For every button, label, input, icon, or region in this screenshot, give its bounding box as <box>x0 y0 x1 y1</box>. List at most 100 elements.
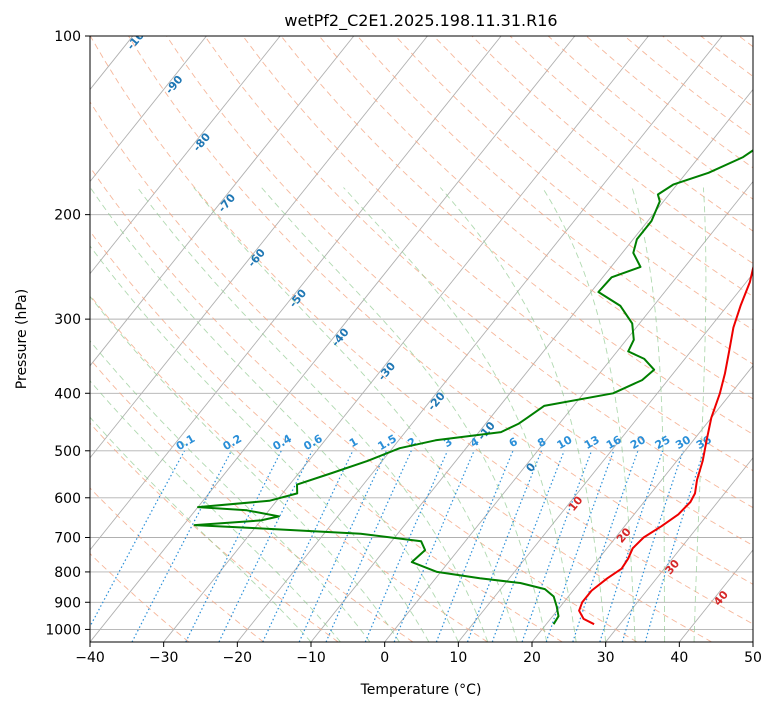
mixing-ratio-line <box>621 450 684 642</box>
dry-adiabat-line <box>586 36 753 169</box>
mixing-ratio-label: 0.4 <box>271 432 295 453</box>
isotherm-line <box>678 549 753 642</box>
x-axis-ticks: −40 −30 −20 −10 0 10 20 30 40 50 <box>75 642 762 666</box>
dry-adiabat-line <box>700 36 753 77</box>
y-tick-label: 300 <box>54 312 81 328</box>
x-axis-title: Temperature (°C) <box>360 682 482 698</box>
y-tick-label: 900 <box>54 595 81 611</box>
mixing-ratio-lines <box>90 450 705 642</box>
isotherm-label: 10 <box>566 493 586 513</box>
isotherm-line <box>457 272 753 642</box>
dry-adiabat-line <box>471 36 753 264</box>
isotherm-line <box>163 36 649 642</box>
y-tick-label: 800 <box>54 565 81 581</box>
dry-adiabat-line <box>738 36 753 48</box>
dry-adiabat-line <box>204 36 753 509</box>
isotherm-label: -70 <box>215 191 238 215</box>
dry-adiabat-line <box>90 100 712 642</box>
mixing-ratio-line <box>325 450 412 642</box>
dry-adiabat-line <box>90 358 414 642</box>
moist-adiabat-lines <box>90 187 707 642</box>
moist-adiabat-line <box>137 187 489 642</box>
y-tick-label: 1000 <box>45 622 81 638</box>
y-axis-ticks: 100 200 300 400 500 600 700 800 900 1000 <box>45 29 90 638</box>
plot-frame <box>89 35 754 643</box>
mixing-ratio-label: 0.1 <box>174 432 197 453</box>
dry-adiabat-line <box>433 36 753 297</box>
isotherm-lines <box>90 36 753 642</box>
isotherm-line <box>90 36 281 275</box>
isotherm-line <box>236 36 723 642</box>
isotherm-line <box>90 36 502 551</box>
isotherm-label: -80 <box>190 130 213 154</box>
isotherm-label: 30 <box>662 557 682 577</box>
mixing-ratio-line <box>545 450 615 642</box>
mixing-ratio-label: 13 <box>582 433 602 452</box>
moist-adiabat-line <box>693 187 707 642</box>
isotherm-label: 40 <box>711 588 731 608</box>
dry-adiabat-line <box>90 552 190 642</box>
mixing-ratio-label: 20 <box>628 433 648 452</box>
x-tick-label: −10 <box>296 650 326 666</box>
dry-adiabat-line <box>547 36 753 200</box>
moist-adiabat-line <box>343 187 577 642</box>
dry-adiabat-line <box>90 487 264 642</box>
mixing-ratio-label: 1 <box>347 435 360 450</box>
moist-adiabat-line <box>90 416 312 642</box>
moist-adiabat-line <box>193 187 518 642</box>
mixing-ratio-line <box>131 450 232 642</box>
x-tick-label: −40 <box>75 650 105 666</box>
mixing-ratio-line <box>466 450 543 642</box>
mixing-ratio-line <box>435 450 514 642</box>
isotherm-label: -50 <box>287 286 310 310</box>
moist-adiabat-line <box>261 187 548 642</box>
x-tick-label: 40 <box>670 650 688 666</box>
mixing-ratio-label: 0.2 <box>221 432 244 453</box>
mixing-ratio-line <box>364 450 449 642</box>
moist-adiabat-line <box>542 187 636 642</box>
isotherm-label: -100 <box>124 23 152 53</box>
y-tick-label: 600 <box>54 491 81 507</box>
mixing-ratio-line <box>491 450 565 642</box>
mixing-ratio-label: 6 <box>507 435 520 450</box>
mixing-ratio-line <box>521 450 593 642</box>
isotherm-line <box>90 36 428 459</box>
mixing-ratio-label: 25 <box>653 433 673 452</box>
mixing-ratio-line <box>644 450 705 642</box>
isotherm-label: -30 <box>375 359 398 383</box>
isotherm-line <box>605 457 753 642</box>
x-tick-label: 50 <box>744 650 762 666</box>
dry-adiabat-line <box>509 36 753 232</box>
mixing-ratio-label: 0.6 <box>301 432 325 453</box>
dewpoint-line <box>193 149 753 625</box>
x-tick-label: −20 <box>223 650 253 666</box>
moist-adiabat-line <box>90 295 400 642</box>
dry-adiabat-line <box>90 36 753 625</box>
temperature-line <box>578 264 753 626</box>
mixing-ratio-line <box>262 450 354 642</box>
dry-adiabat-line <box>90 166 638 642</box>
isotherm-label: -40 <box>329 325 352 349</box>
dry-adiabat-lines <box>90 36 753 642</box>
y-tick-label: 700 <box>54 531 81 547</box>
isotherm-line <box>90 36 207 183</box>
isotherm-line <box>384 180 753 642</box>
dry-adiabat-line <box>395 36 753 331</box>
moist-adiabat-line <box>439 187 607 642</box>
mixing-ratio-line <box>572 450 639 642</box>
chart-title: wetPf2_C2E1.2025.198.11.31.R16 <box>284 11 557 31</box>
dry-adiabat-line <box>90 422 339 642</box>
x-tick-label: 30 <box>597 650 615 666</box>
dry-adiabat-line <box>166 36 753 547</box>
isotherm-line <box>90 36 355 367</box>
x-tick-label: 10 <box>449 650 467 666</box>
mixing-ratio-labels: 0.1 0.2 0.4 0.6 1 1.5 2 3 4 6 8 10 13 16 20 25 30 36 <box>174 432 714 453</box>
y-tick-label: 400 <box>54 386 81 402</box>
dry-adiabat-line <box>242 36 753 472</box>
mixing-ratio-line <box>185 450 282 642</box>
x-tick-label: −30 <box>149 650 179 666</box>
moist-adiabat-line <box>90 380 341 642</box>
dry-adiabat-line <box>90 230 563 642</box>
mixing-ratio-label: 30 <box>673 433 693 452</box>
